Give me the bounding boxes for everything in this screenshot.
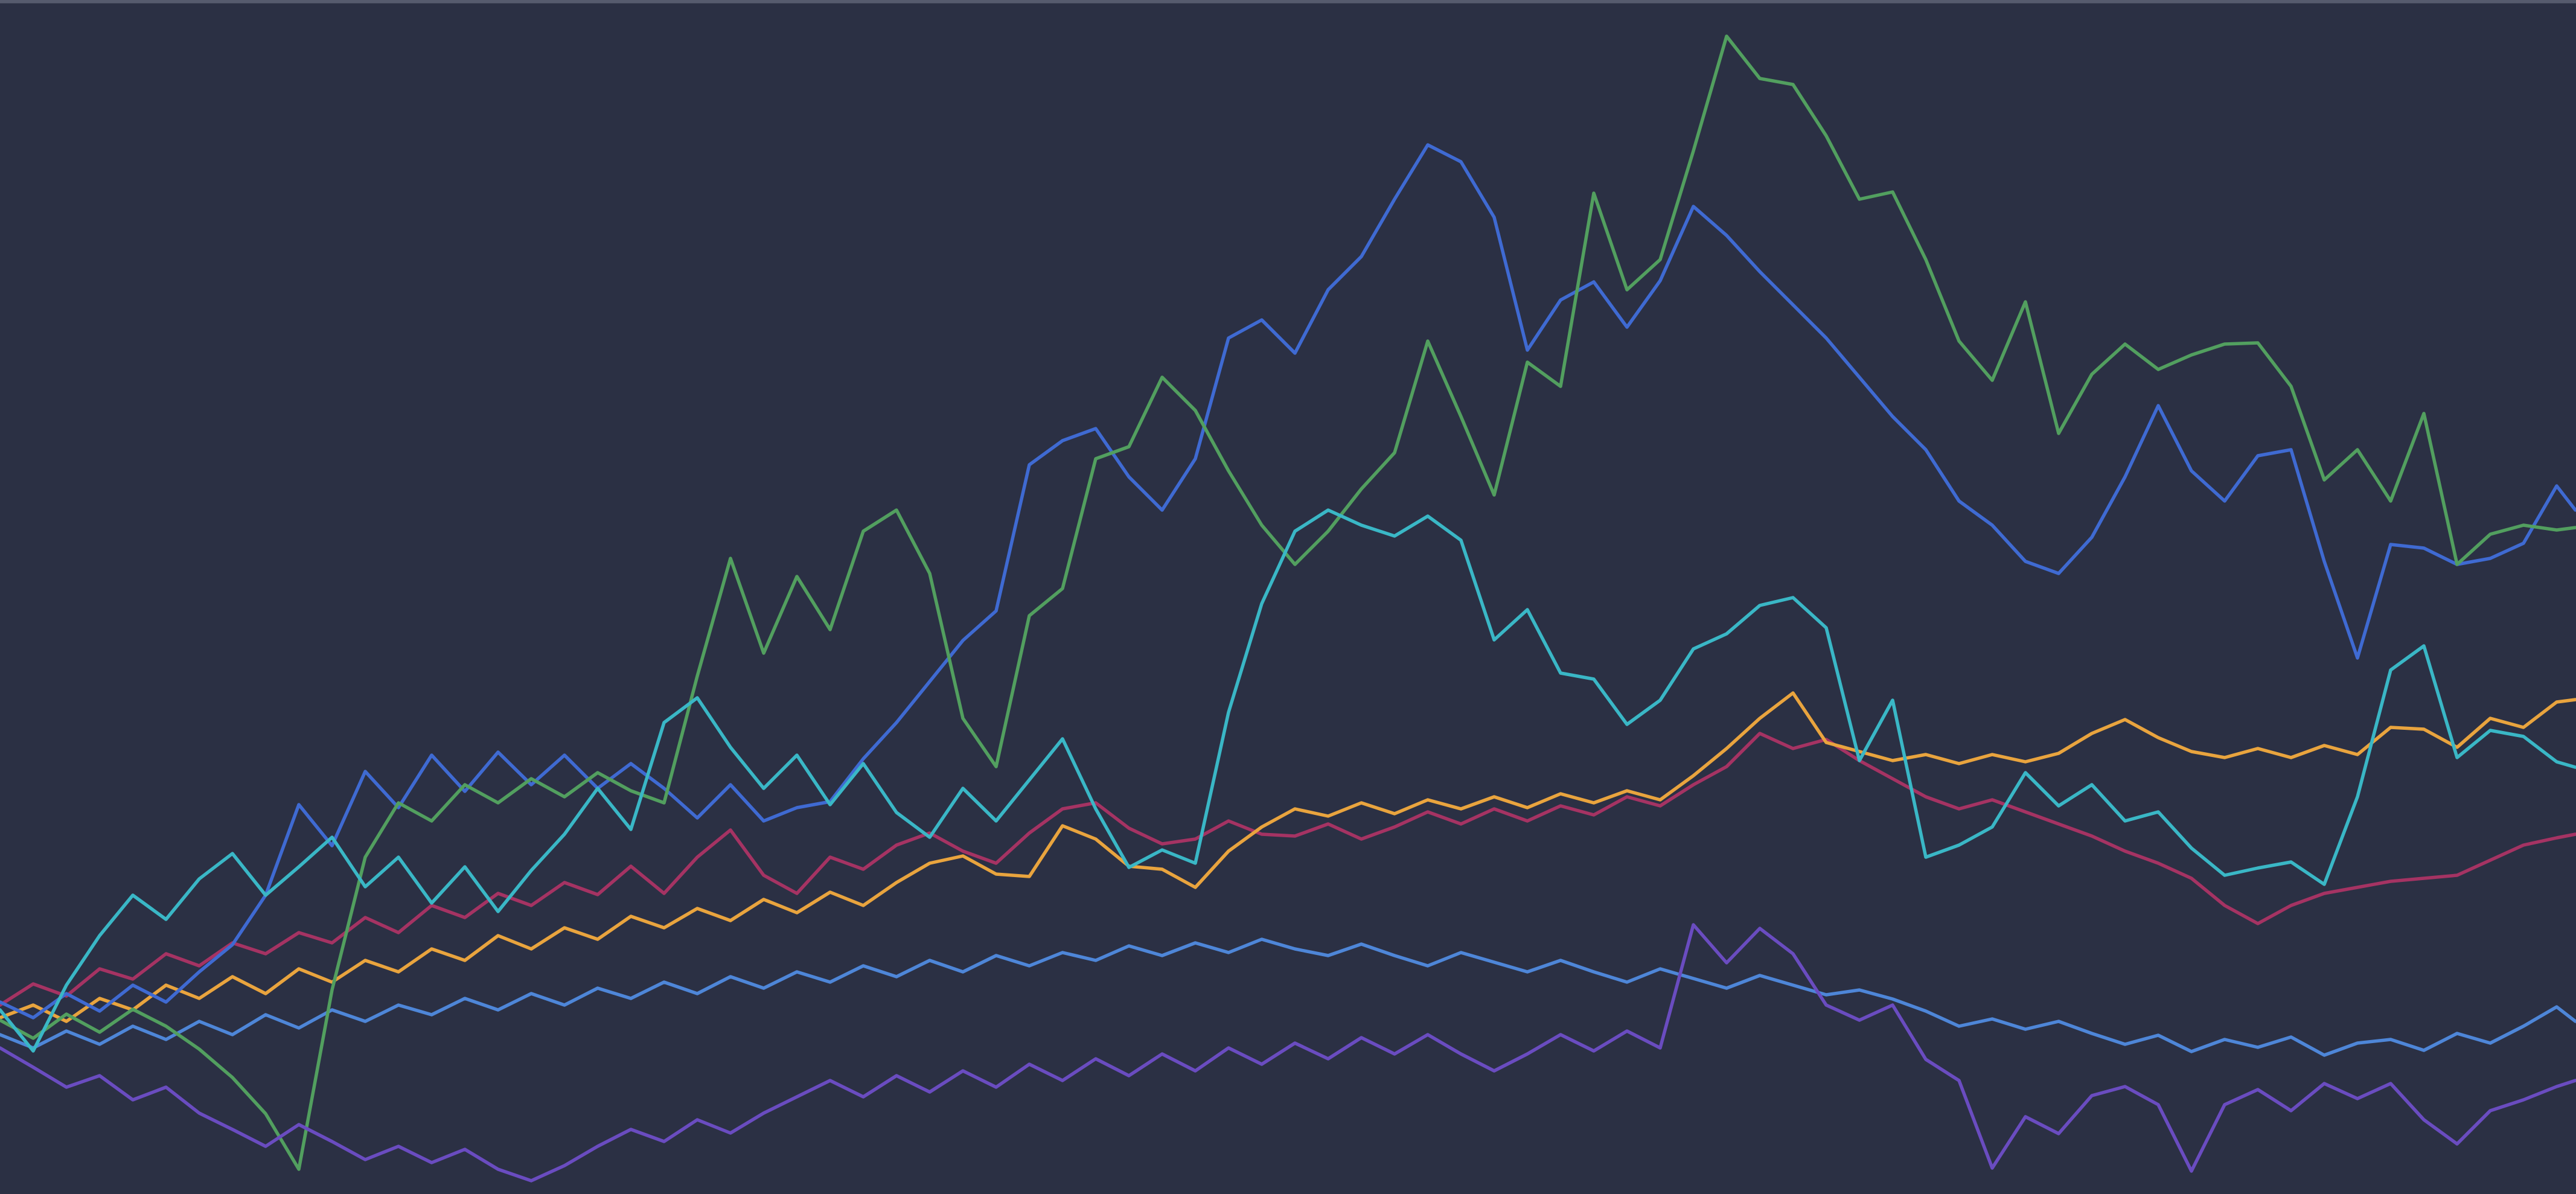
line-series-green	[0, 34, 2576, 1171]
window-top-edge-strip-svg	[0, 0, 2576, 4]
line-series-teal	[0, 508, 2576, 1053]
line-series-purple	[0, 923, 2576, 1183]
line-series-orange	[0, 691, 2576, 1023]
window-top-edge-strip	[0, 0, 2576, 1]
line-series-blue	[0, 143, 2576, 1020]
line-series-crimson	[0, 732, 2576, 1007]
line-series-lightblue	[0, 937, 2576, 1057]
